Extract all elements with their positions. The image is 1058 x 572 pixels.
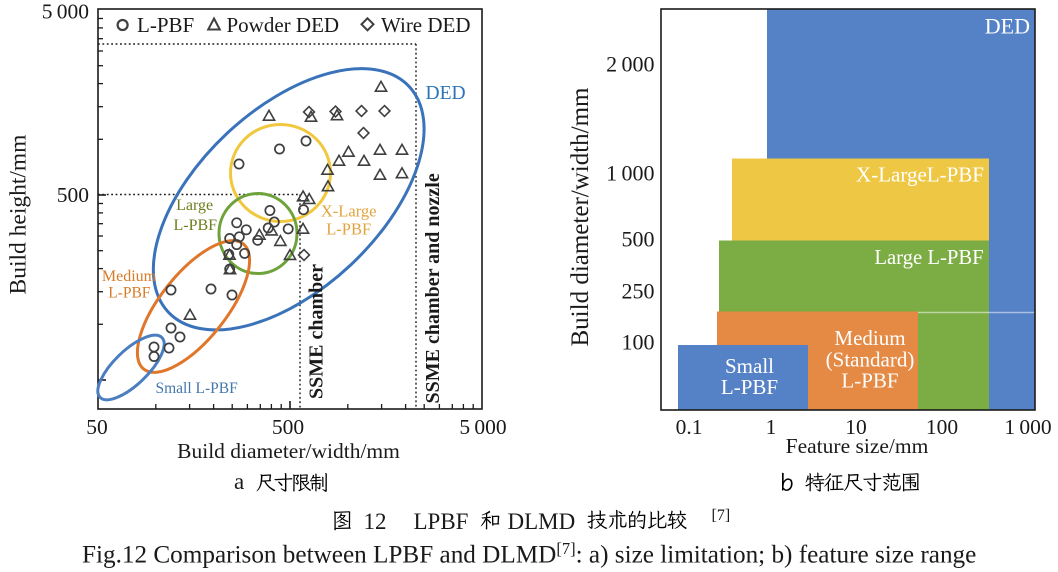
svg-text:1 000: 1 000 — [606, 161, 654, 186]
svg-text:X-LargeL-PBF: X-LargeL-PBF — [856, 163, 984, 187]
svg-text:L-PBF: L-PBF — [174, 217, 218, 234]
svg-text:Wire DED: Wire DED — [381, 13, 471, 37]
svg-text:L-PBF: L-PBF — [137, 13, 194, 37]
svg-text:Build height/mm: Build height/mm — [6, 135, 32, 295]
svg-text:X-Large: X-Large — [321, 202, 377, 221]
svg-text:(Standard): (Standard) — [826, 348, 915, 372]
svg-text:LPBF: LPBF — [414, 509, 469, 534]
svg-text:Feature size/mm: Feature size/mm — [786, 434, 929, 458]
svg-text:50: 50 — [86, 415, 108, 439]
svg-text:1 000: 1 000 — [1004, 415, 1051, 439]
svg-text:Small L-PBF: Small L-PBF — [156, 380, 239, 397]
svg-text:Powder DED: Powder DED — [227, 13, 340, 37]
svg-text:500: 500 — [622, 227, 655, 252]
svg-text:[7]: [7] — [712, 507, 731, 524]
svg-text:Small: Small — [725, 354, 774, 378]
svg-text:0.1: 0.1 — [676, 415, 703, 439]
svg-text:L-PBF: L-PBF — [721, 375, 778, 399]
svg-text:Fig.12 Comparison between LPBF: Fig.12 Comparison between LPBF and DLMD[… — [82, 539, 976, 569]
svg-text:Large: Large — [176, 197, 213, 214]
svg-text:1: 1 — [766, 415, 777, 439]
svg-text:500: 500 — [272, 415, 304, 439]
svg-text:L-PBF: L-PBF — [841, 369, 898, 393]
svg-text:Build diameter/width/mm: Build diameter/width/mm — [567, 87, 594, 347]
svg-text:250: 250 — [622, 279, 655, 304]
svg-text:2 000: 2 000 — [606, 52, 654, 77]
svg-text:Build diameter/width/mm: Build diameter/width/mm — [177, 439, 400, 463]
svg-text:SSME chamber: SSME chamber — [306, 264, 328, 399]
svg-text:Large L-PBF: Large L-PBF — [874, 247, 983, 269]
svg-text:500: 500 — [57, 183, 89, 207]
svg-text:5 000: 5 000 — [42, 0, 89, 24]
svg-text:100: 100 — [622, 330, 655, 355]
svg-text:a: a — [234, 469, 244, 494]
svg-text:DED: DED — [985, 14, 1030, 39]
svg-text:10: 10 — [845, 415, 867, 439]
svg-text:5 000: 5 000 — [459, 415, 506, 439]
svg-text:Medium: Medium — [834, 326, 905, 350]
svg-text:L-PBF: L-PBF — [108, 285, 151, 302]
svg-text:Medium: Medium — [102, 268, 157, 285]
svg-text:L-PBF: L-PBF — [326, 220, 371, 239]
svg-text:DLMD: DLMD — [508, 509, 576, 534]
svg-text:12: 12 — [364, 509, 387, 534]
svg-text:100: 100 — [926, 415, 958, 439]
svg-text:DED: DED — [426, 83, 466, 104]
svg-text:SSME chamber and nozzle: SSME chamber and nozzle — [422, 173, 444, 403]
